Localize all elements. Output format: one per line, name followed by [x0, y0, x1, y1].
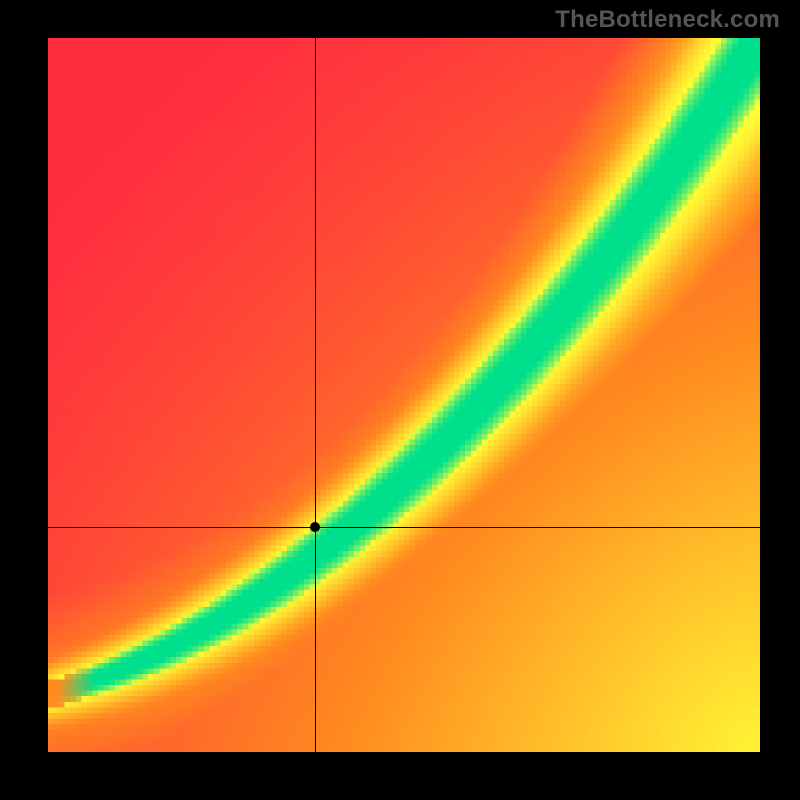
watermark-text: TheBottleneck.com — [555, 6, 780, 34]
figure-container: TheBottleneck.com — [0, 0, 800, 800]
crosshair-vertical — [315, 38, 316, 752]
crosshair-horizontal — [48, 527, 760, 528]
heatmap-plot — [48, 38, 760, 752]
heatmap-canvas — [48, 38, 760, 752]
